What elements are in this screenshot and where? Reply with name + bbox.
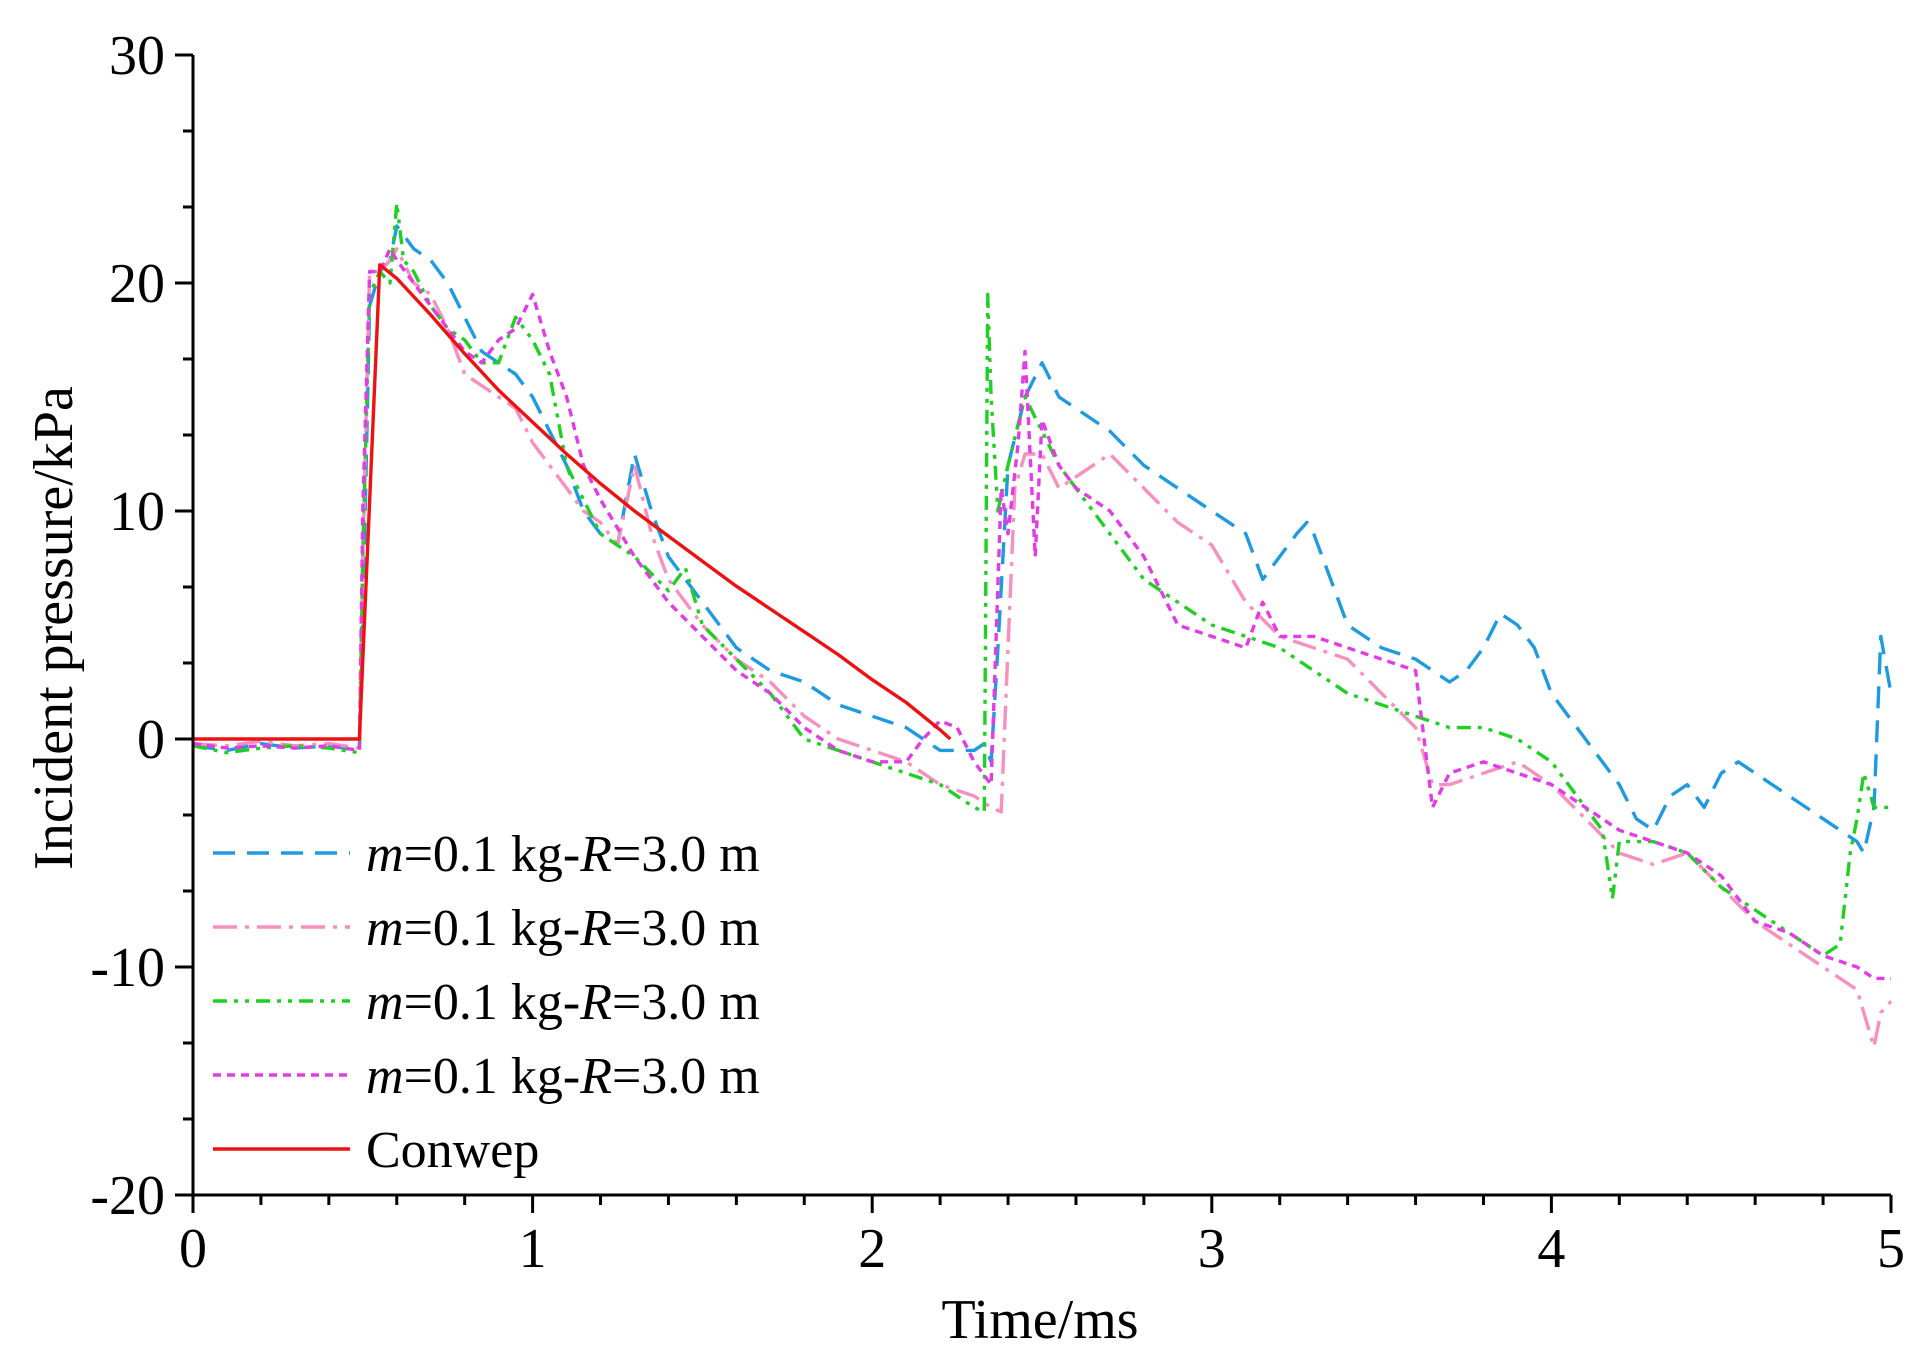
x-tick-label: 0 bbox=[179, 1218, 207, 1280]
y-tick-label: 20 bbox=[109, 253, 165, 315]
y-tick-label: 0 bbox=[137, 709, 165, 771]
y-axis-title: Incident pressure/kPa bbox=[23, 386, 85, 870]
legend-label: m=0.1 kg-R=3.0 m bbox=[366, 900, 760, 957]
legend-label: Conwep bbox=[366, 1122, 539, 1179]
legend-label: m=0.1 kg-R=3.0 m bbox=[366, 974, 760, 1031]
legend-item-3: m=0.1 kg-R=3.0 m bbox=[213, 974, 760, 1031]
axes: 0 1 2 3 4 5 -20 -10 0 10 20 30 bbox=[90, 25, 1905, 1280]
x-tick-label: 3 bbox=[1198, 1218, 1226, 1280]
legend-label: m=0.1 kg-R=3.0 m bbox=[366, 826, 760, 883]
y-tick-label: -20 bbox=[90, 1165, 165, 1227]
x-tick-label: 2 bbox=[858, 1218, 886, 1280]
y-tick-label: 30 bbox=[109, 25, 165, 87]
legend-item-1: m=0.1 kg-R=3.0 m bbox=[213, 826, 760, 883]
legend-item-2: m=0.1 kg-R=3.0 m bbox=[213, 900, 760, 957]
series-line-3 bbox=[192, 201, 1891, 958]
plot-series bbox=[192, 201, 1893, 1049]
y-tick-label: 10 bbox=[109, 481, 165, 543]
legend-item-4: m=0.1 kg-R=3.0 m bbox=[213, 1048, 760, 1105]
legend: m=0.1 kg-R=3.0 m m=0.1 kg-R=3.0 m m=0.1 kg… bbox=[213, 826, 760, 1179]
x-tick-label: 1 bbox=[519, 1218, 547, 1280]
x-axis-title: Time/ms bbox=[941, 1289, 1138, 1351]
legend-item-5: Conwep bbox=[213, 1122, 539, 1179]
y-tick-label: -10 bbox=[90, 937, 165, 999]
legend-label: m=0.1 kg-R=3.0 m bbox=[366, 1048, 760, 1105]
series-line-1 bbox=[192, 224, 1893, 855]
series-line-4 bbox=[192, 247, 1891, 981]
series-line-2 bbox=[192, 247, 1893, 1049]
series-line-5 bbox=[193, 263, 952, 741]
x-tick-label: 4 bbox=[1537, 1218, 1565, 1280]
x-tick-label: 5 bbox=[1877, 1218, 1905, 1280]
